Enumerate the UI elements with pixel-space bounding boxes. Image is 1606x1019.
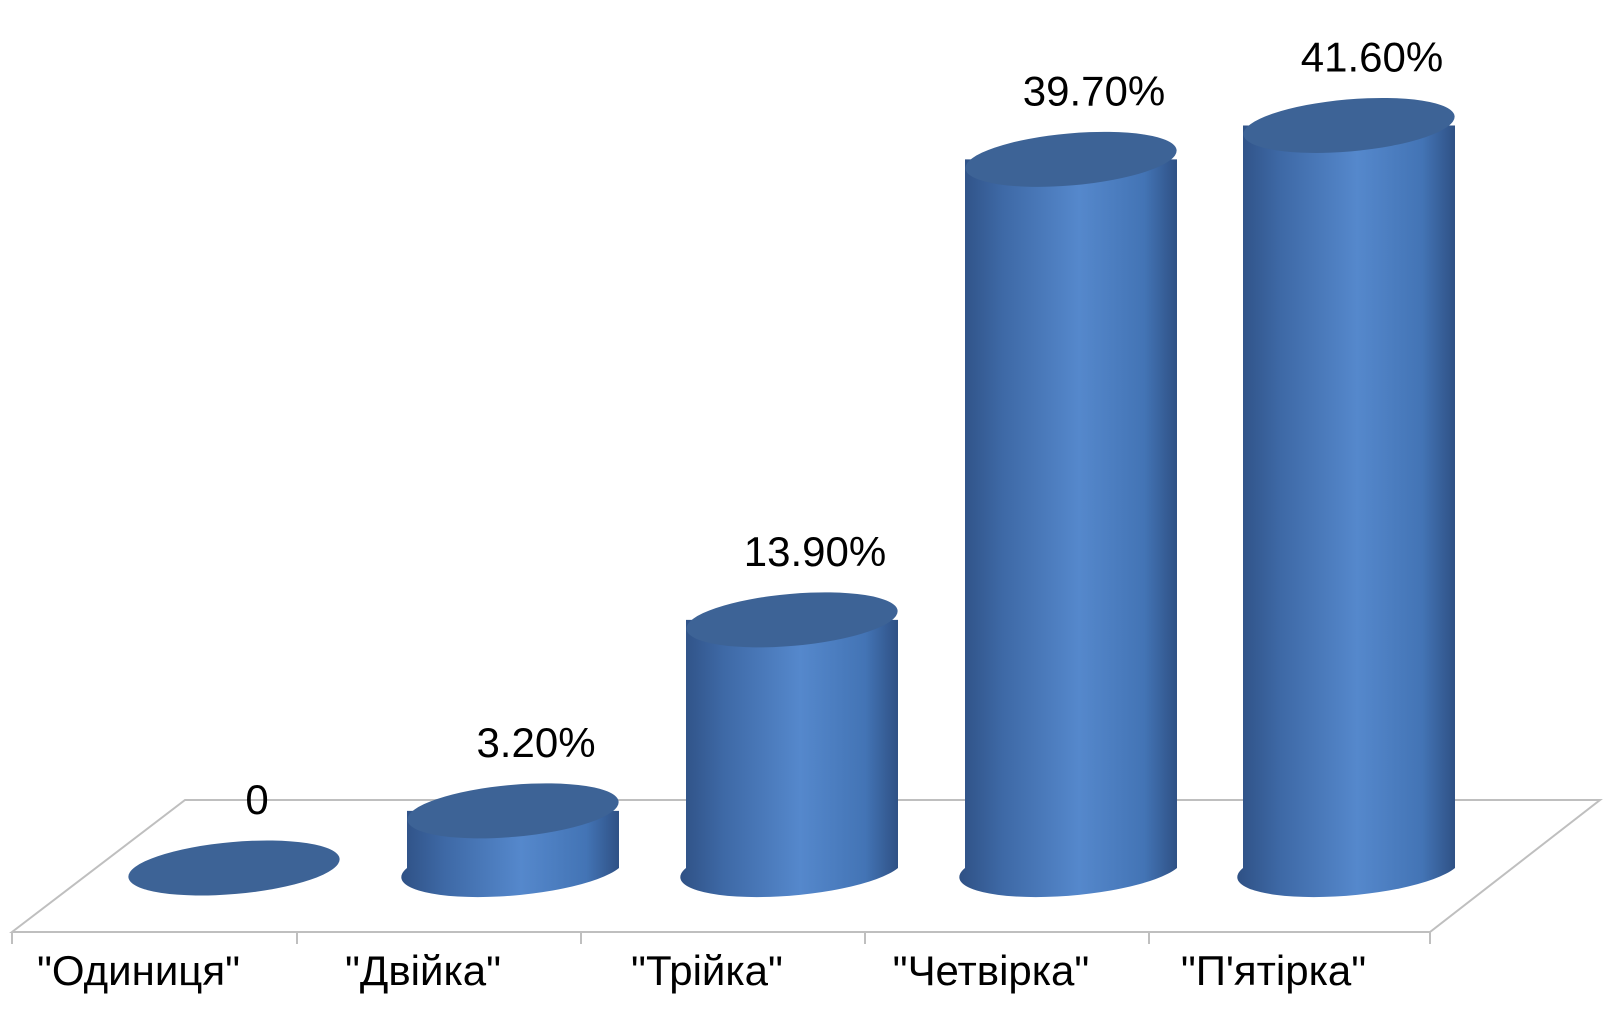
- value-label: 13.90%: [744, 528, 886, 575]
- bar: [959, 131, 1177, 898]
- value-label: 0: [245, 776, 268, 823]
- category-label: "Трійка": [631, 947, 783, 994]
- bar-top-cap: [128, 840, 340, 896]
- bar-top-cap: [686, 592, 898, 648]
- bar-top-cap: [1243, 97, 1455, 153]
- bar: [128, 840, 340, 896]
- category-label: "Одиниця": [37, 947, 240, 994]
- value-label: 41.60%: [1301, 33, 1443, 80]
- value-labels-group: 0 3.20% 13.90% 39.70% 41.60%: [245, 33, 1443, 823]
- bar-top-cap: [407, 783, 619, 839]
- bar-body: [1237, 125, 1455, 898]
- floor-plane: [9, 799, 1603, 933]
- value-label: 3.20%: [476, 719, 595, 766]
- bar: [401, 783, 619, 898]
- bar-top-cap: [965, 131, 1177, 187]
- bar-body: [959, 159, 1177, 898]
- bars-group: [128, 97, 1455, 898]
- category-label: "П'ятірка": [1181, 947, 1366, 994]
- category-label: "Четвірка": [893, 947, 1090, 994]
- bar-body: [680, 619, 898, 898]
- category-label: "Двійка": [345, 947, 501, 994]
- chart-floor: [9, 799, 1603, 944]
- category-labels-group: "Одиниця" "Двійка" "Трійка" "Четвірка" "П'ят…: [37, 947, 1366, 994]
- bar: [680, 592, 898, 898]
- value-label: 39.70%: [1023, 67, 1165, 114]
- bar: [1237, 97, 1455, 898]
